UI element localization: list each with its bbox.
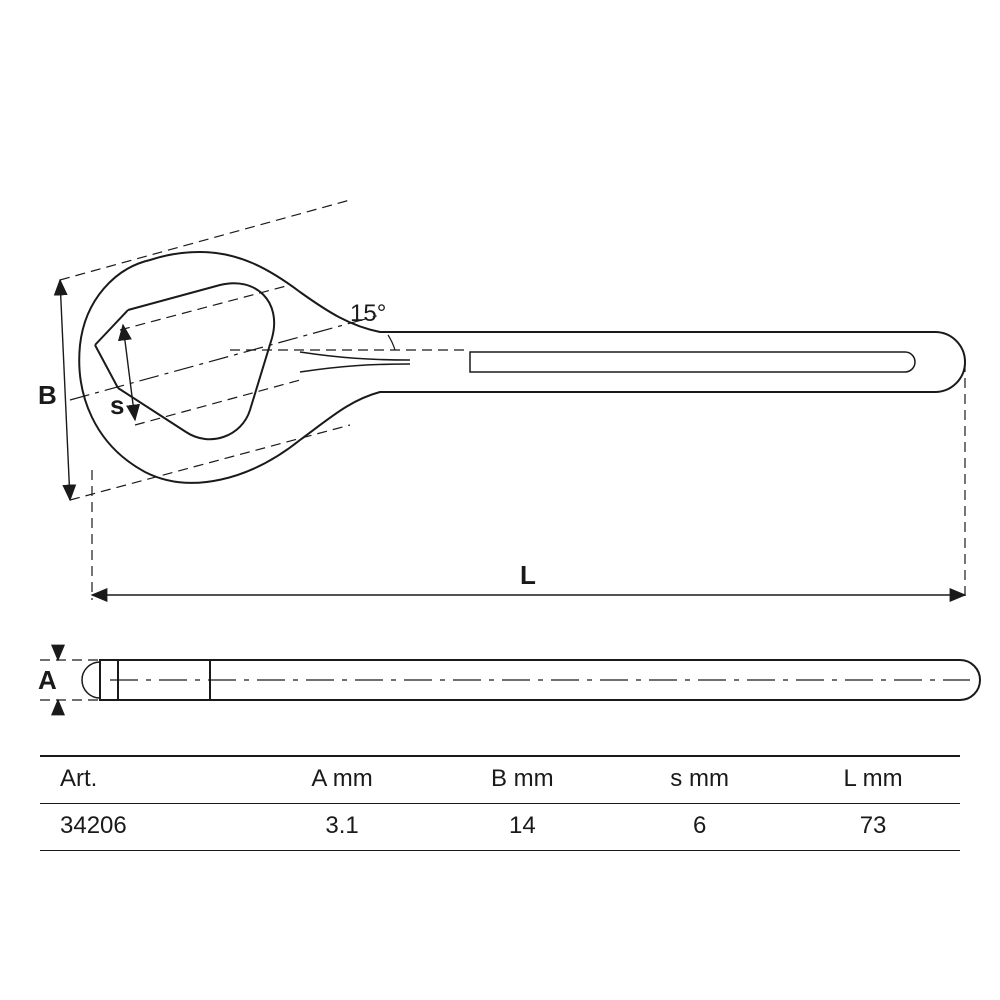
col-s: s mm	[613, 756, 786, 804]
label-angle: 15°	[350, 300, 386, 328]
col-art: Art.	[40, 756, 253, 804]
label-B: B	[38, 380, 57, 411]
col-L: L mm	[786, 756, 960, 804]
col-A: A mm	[253, 756, 432, 804]
table-row: 34206 3.1 14 6 73	[40, 804, 960, 851]
spec-table: Art. A mm B mm s mm L mm 34206 3.1 14 6 …	[40, 755, 960, 851]
cell-art: 34206	[40, 804, 253, 851]
cell-L: 73	[786, 804, 960, 851]
table-header-row: Art. A mm B mm s mm L mm	[40, 756, 960, 804]
drawing-canvas: B s 15° L A Art. A mm B mm s mm L mm 342…	[0, 0, 1000, 1000]
top-view	[60, 200, 965, 600]
label-L: L	[520, 560, 536, 591]
dim-s	[123, 325, 135, 420]
side-view	[82, 660, 980, 700]
cell-A: 3.1	[253, 804, 432, 851]
col-B: B mm	[431, 756, 613, 804]
cell-s: 6	[613, 804, 786, 851]
cell-B: 14	[431, 804, 613, 851]
label-s: s	[110, 390, 124, 421]
wrench-diagram	[0, 0, 1000, 750]
label-A: A	[38, 665, 57, 696]
dim-B	[60, 280, 70, 500]
